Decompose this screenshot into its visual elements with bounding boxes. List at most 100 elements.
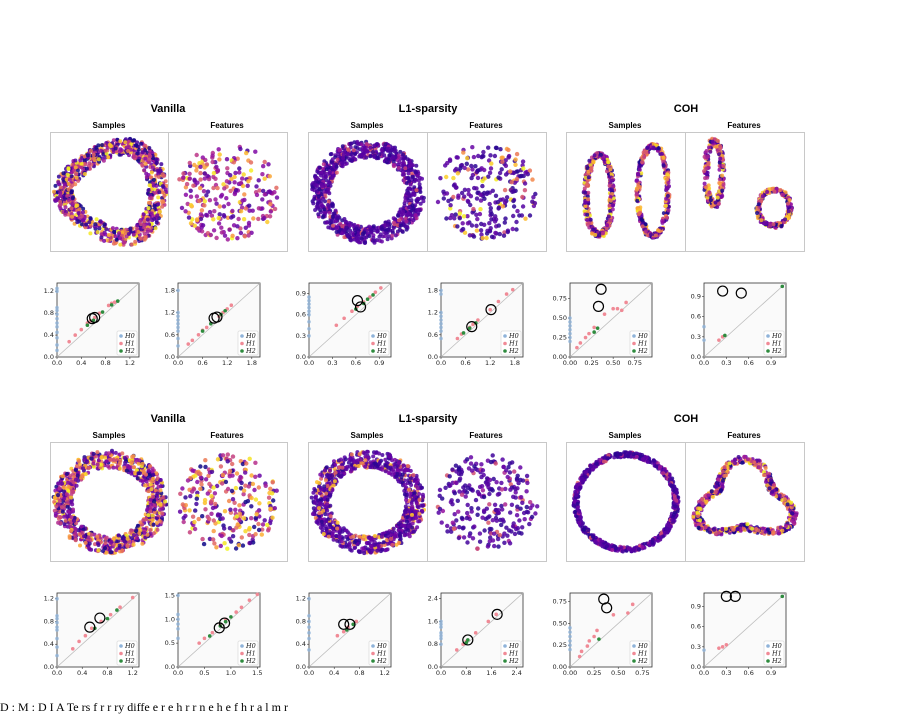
embedding-point: [511, 204, 517, 209]
embedding-point: [656, 228, 660, 233]
embedding-point: [261, 164, 266, 169]
embedding-point: [158, 169, 163, 174]
embedding-point: [227, 536, 232, 541]
embedding-point: [154, 160, 159, 165]
embedding-point: [330, 167, 335, 172]
embedding-point: [591, 159, 596, 164]
embedding-point: [355, 239, 360, 244]
embedding-point: [69, 495, 74, 500]
embedding-point: [145, 532, 150, 537]
embedding-point: [256, 521, 261, 527]
embedding-point: [530, 177, 535, 182]
embedding-point: [194, 194, 200, 199]
embedding-point: [415, 199, 419, 204]
h1-point: [615, 306, 620, 311]
h1-point: [455, 336, 460, 341]
embedding-point: [95, 230, 100, 235]
embedding-points: [177, 452, 279, 551]
h0-point: [176, 310, 180, 315]
embedding-point: [274, 488, 279, 493]
embedding-point: [256, 206, 262, 211]
embedding-point: [218, 194, 224, 199]
embedding-point: [321, 166, 326, 171]
embedding-point: [511, 198, 516, 204]
embedding-point: [82, 154, 87, 159]
embedding-point: [583, 190, 588, 195]
embedding-point: [256, 178, 261, 183]
embedding-point: [239, 205, 245, 210]
embedding-point: [190, 489, 195, 494]
embedding-point: [786, 201, 791, 206]
x-tick-label: 1.2: [222, 359, 232, 367]
embedding-point: [391, 162, 396, 167]
embedding-point: [117, 543, 122, 548]
legend-label: H0: [771, 332, 782, 340]
embedding-point: [406, 175, 411, 180]
embedding-point: [640, 224, 645, 229]
h0-point: [176, 288, 180, 293]
embedding-point: [231, 528, 236, 533]
embedding-point: [319, 199, 323, 204]
embedding-panel: [50, 132, 170, 252]
panel-subtitle: Features: [469, 121, 503, 130]
embedding-point: [270, 480, 275, 485]
embedding-point: [721, 164, 726, 168]
embedding-point: [59, 493, 64, 498]
embedding-point: [515, 169, 520, 174]
h2-point: [723, 333, 727, 338]
h0-point: [307, 334, 311, 338]
embedding-point: [590, 231, 594, 236]
embedding-point: [136, 461, 141, 466]
highlight-circle: [211, 311, 223, 323]
embedding-point: [160, 511, 165, 516]
embedding-point: [149, 502, 154, 507]
embedding-point: [135, 223, 140, 228]
embedding-point: [219, 533, 224, 539]
persistence-diagram: 0.0 0.0 0.4 0.4 0.8 0.8 1.2 1.2 H0 H1 H2: [44, 281, 145, 376]
embedding-point: [328, 152, 333, 157]
embedding-point: [421, 199, 426, 204]
h0-point: [307, 305, 311, 310]
h1-point: [611, 306, 615, 311]
embedding-point: [441, 196, 446, 201]
embedding-point: [397, 160, 402, 165]
embedding-point: [634, 192, 639, 197]
embedding-point: [336, 229, 341, 234]
h2-point: [780, 284, 785, 289]
embedding-point: [487, 221, 492, 226]
embedding-point: [717, 189, 722, 194]
embedding-point: [473, 164, 478, 169]
y-tick-label: 0.75: [553, 295, 567, 303]
legend-label: H0: [245, 332, 256, 340]
embedding-point: [210, 153, 215, 158]
embedding-point: [380, 227, 385, 232]
embedding-point: [414, 170, 419, 175]
embedding-point: [118, 236, 122, 241]
embedding-point: [708, 149, 713, 154]
embedding-point: [398, 223, 403, 228]
embedding-point: [180, 486, 185, 491]
embedding-point: [585, 212, 590, 217]
embedding-point: [334, 170, 339, 175]
embedding-point: [137, 219, 142, 224]
embedding-point: [183, 209, 188, 214]
h1-point: [373, 290, 378, 294]
embedding-point: [238, 209, 244, 214]
h1-point: [334, 323, 339, 328]
embedding-point: [448, 206, 453, 211]
embedding-point: [636, 184, 641, 189]
embedding-point: [75, 220, 80, 225]
embedding-point: [718, 182, 723, 187]
embedding-point: [336, 151, 341, 156]
embedding-point: [706, 161, 711, 166]
embedding-point: [237, 166, 242, 171]
embedding-point: [244, 150, 249, 156]
embedding-point: [661, 163, 666, 168]
h2-point: [592, 330, 596, 334]
h2-point: [109, 303, 114, 307]
h2-point: [365, 297, 370, 302]
embedding-point: [67, 177, 72, 182]
embedding-point: [714, 144, 719, 149]
embedding-point: [260, 172, 265, 177]
embedding-point: [92, 532, 97, 537]
